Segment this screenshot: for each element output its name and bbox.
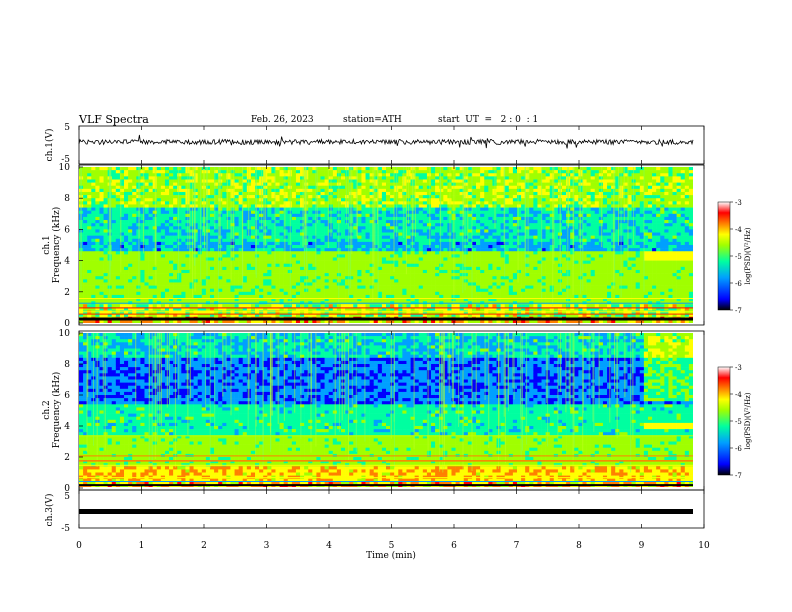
ch1-colorbar-label: log(PSD)(V²/Hz) <box>744 227 752 284</box>
colorbar-tick: -5 <box>735 253 742 261</box>
ch1-waveform-panel <box>78 125 705 165</box>
colorbar-tick: -7 <box>735 472 742 480</box>
ch1-spec-ylabel-1: ch.1 <box>42 235 52 254</box>
ch2-ytick: 10 <box>59 329 71 339</box>
xtick-label: 0 <box>76 541 82 551</box>
ch1-ytick: 8 <box>64 194 70 204</box>
colorbar-tick: -4 <box>735 391 742 399</box>
colorbar-tick: -7 <box>735 307 742 315</box>
ch1-ytick: 2 <box>64 288 70 298</box>
ch3-waveform-ylabel: ch.3(V) <box>44 494 55 527</box>
ch3-waveform-trace <box>79 509 693 514</box>
xtick-label: 4 <box>326 541 332 551</box>
ch2-spec-ylabel-1: ch.2 <box>42 400 52 419</box>
ch3-ytick-top: 5 <box>64 492 70 502</box>
xtick-label: 7 <box>514 541 520 551</box>
ch1-ytick: 6 <box>64 225 70 235</box>
ch2-colorbar: -3 -4 -5 -6 -7 log(PSD)(V²/Hz) <box>717 364 752 480</box>
ch1-ytick: 4 <box>64 257 70 267</box>
date-label: Feb. 26, 2023 <box>251 115 314 125</box>
chart-title: VLF Spectra <box>79 113 149 126</box>
ch2-ytick: 6 <box>64 391 70 401</box>
xtick-label: 3 <box>264 541 270 551</box>
xaxis-label: Time (min) <box>366 550 416 561</box>
ch2-ytick: 0 <box>64 484 70 494</box>
ch2-spec-ylabel-2: Frequency (kHz) <box>51 372 62 449</box>
ch1-spec-ylabel-2: Frequency (kHz) <box>51 207 62 284</box>
xtick-label: 6 <box>451 541 457 551</box>
station-label: station=ATH <box>343 115 402 125</box>
ch1-spectrogram <box>79 167 693 323</box>
colorbar-tick: -4 <box>735 226 742 234</box>
ch1-ytick-bottom: -5 <box>61 155 70 165</box>
ch3-ytick-bottom: -5 <box>61 524 70 534</box>
xtick-label: 10 <box>698 541 710 551</box>
ch1-ytick-top: 5 <box>64 123 70 133</box>
ch1-colorbar: -3 -4 -5 -6 -7 log(PSD)(V²/Hz) <box>717 199 752 315</box>
ch1-waveform-trace <box>78 134 694 149</box>
colorbar-tick: -6 <box>735 280 742 288</box>
ch2-ytick: 4 <box>64 422 70 432</box>
colorbar-tick: -3 <box>735 364 742 372</box>
ch2-ytick: 8 <box>64 360 70 370</box>
start-time-label: start UT = 2 : 0 : 1 <box>438 115 539 125</box>
ch1-ytick: 10 <box>59 163 71 173</box>
ch2-spectrogram <box>79 333 693 487</box>
ch1-ytick: 0 <box>64 319 70 329</box>
xtick-label: 9 <box>639 541 645 551</box>
xtick-label: 8 <box>576 541 582 551</box>
xtick-label: 2 <box>201 541 207 551</box>
ch1-waveform-ylabel: ch.1(V) <box>44 129 55 162</box>
xtick-label: 1 <box>139 541 145 551</box>
colorbar-tick: -6 <box>735 445 742 453</box>
xtick-label: 5 <box>389 541 395 551</box>
ch2-colorbar-label: log(PSD)(V²/Hz) <box>744 392 752 449</box>
colorbar-tick: -5 <box>735 418 742 426</box>
ch2-ytick: 2 <box>64 453 70 463</box>
colorbar-tick: -3 <box>735 199 742 207</box>
